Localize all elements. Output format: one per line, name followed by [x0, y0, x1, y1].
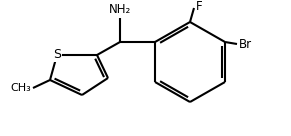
- Text: CH₃: CH₃: [10, 83, 31, 93]
- Text: NH₂: NH₂: [109, 3, 131, 16]
- Text: S: S: [53, 49, 61, 61]
- Text: F: F: [196, 1, 203, 13]
- Text: Br: Br: [239, 38, 252, 50]
